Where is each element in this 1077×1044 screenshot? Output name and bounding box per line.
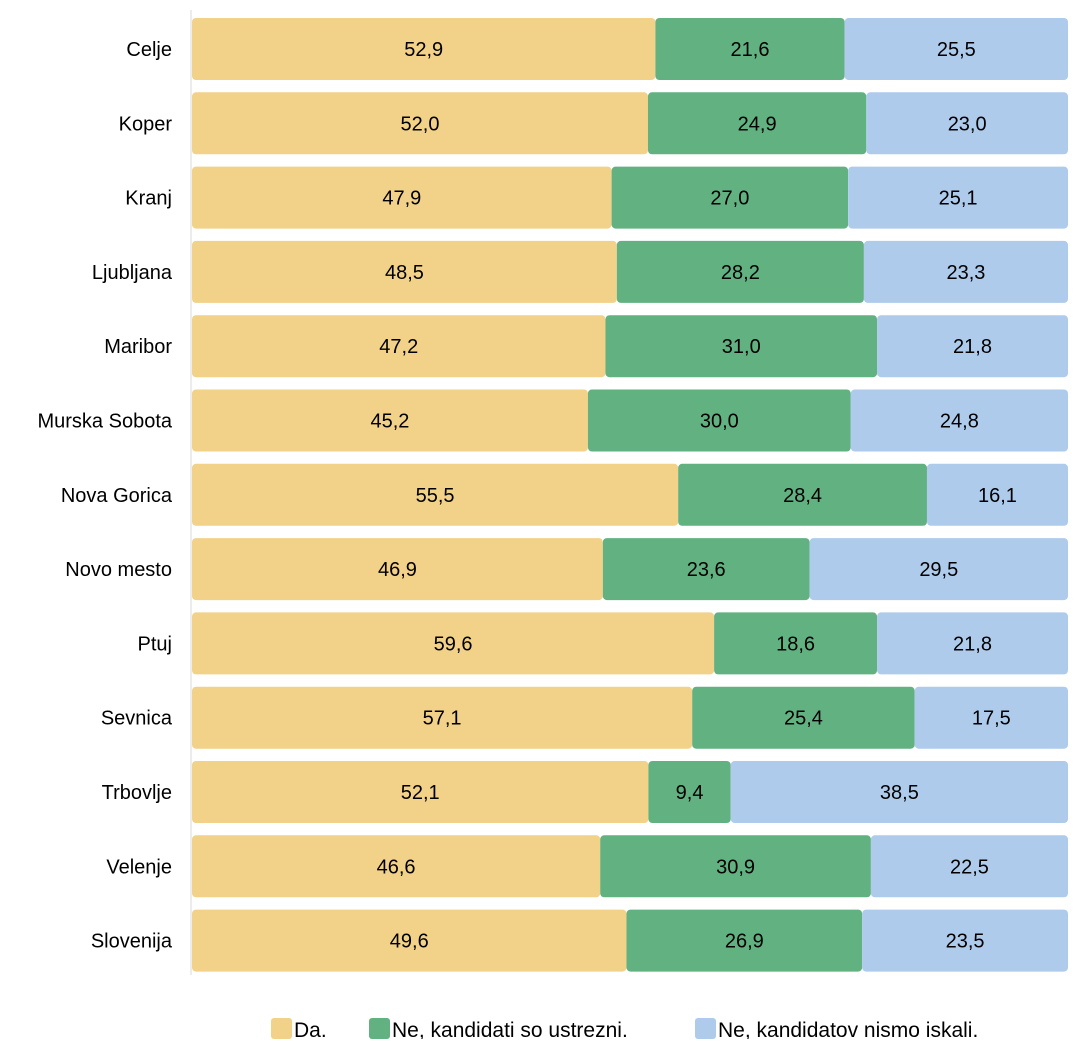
category-label: Ptuj <box>138 633 172 655</box>
bar-segment <box>866 92 1068 155</box>
data-label: 24,9 <box>738 113 777 135</box>
category-label: Nova Gorica <box>61 485 173 507</box>
bar-segment <box>863 240 1068 303</box>
data-label: 23,3 <box>946 262 985 284</box>
data-label: 47,9 <box>382 188 421 210</box>
bar-segment <box>192 240 617 303</box>
data-label: 25,5 <box>937 39 976 61</box>
bar-segment <box>692 686 915 749</box>
bar-segment <box>611 166 849 229</box>
bar-segment <box>192 686 693 749</box>
bar-segment <box>926 463 1068 526</box>
data-label: 22,5 <box>950 856 989 878</box>
legend-swatch <box>695 1018 716 1039</box>
data-label: 27,0 <box>710 188 749 210</box>
data-label: 30,9 <box>716 856 755 878</box>
data-label: 23,5 <box>946 931 985 953</box>
bar-segment <box>192 92 648 155</box>
legend-label: Ne, kandidati so ustrezni. <box>392 1019 628 1039</box>
bar-segment <box>850 389 1068 452</box>
bar-segment <box>192 612 715 675</box>
bar-segment <box>587 389 851 452</box>
bar-segment <box>605 315 878 378</box>
data-label: 17,5 <box>972 708 1011 730</box>
bar-segment <box>844 18 1068 80</box>
bar-segment <box>678 463 927 526</box>
bar-segment <box>870 835 1068 898</box>
data-label: 21,8 <box>953 336 992 358</box>
bar-segment <box>192 389 588 452</box>
bar-segment <box>877 315 1068 378</box>
bar-segment <box>648 761 731 823</box>
bar-segment <box>192 761 649 823</box>
category-label: Velenje <box>106 856 172 878</box>
data-label: 21,6 <box>731 39 770 61</box>
data-label: 9,4 <box>676 782 704 804</box>
category-label: Kranj <box>125 188 172 210</box>
data-label: 18,6 <box>776 633 815 655</box>
bar-segment <box>192 538 603 601</box>
data-label: 28,4 <box>783 485 822 507</box>
bar-segment <box>655 18 845 80</box>
bar-segment <box>862 909 1068 972</box>
data-label: 23,0 <box>948 113 987 135</box>
data-label: 48,5 <box>385 262 424 284</box>
category-label: Koper <box>119 113 173 135</box>
bar-segment <box>616 240 864 303</box>
bar-segment <box>877 612 1068 675</box>
data-label: 45,2 <box>371 411 410 433</box>
category-label: Trbovlje <box>102 782 172 804</box>
data-label: 46,6 <box>377 856 416 878</box>
category-label: Maribor <box>104 336 172 358</box>
category-label: Slovenija <box>91 931 173 953</box>
bar-segment <box>600 835 871 898</box>
data-label: 52,1 <box>401 782 440 804</box>
data-label: 46,9 <box>378 559 417 581</box>
legend-swatch <box>271 1018 292 1039</box>
bar-segment <box>626 909 863 972</box>
bar-segment <box>730 761 1068 823</box>
data-label: 25,1 <box>939 188 978 210</box>
data-label: 29,5 <box>919 559 958 581</box>
data-label: 49,6 <box>390 931 429 953</box>
category-label: Novo mesto <box>65 559 172 581</box>
data-label: 23,6 <box>687 559 726 581</box>
bar-segment <box>602 538 810 601</box>
bar-segment <box>192 315 606 378</box>
data-label: 24,8 <box>940 411 979 433</box>
bar-segment <box>192 463 679 526</box>
legend-label: Da. <box>294 1019 327 1039</box>
data-label: 28,2 <box>721 262 760 284</box>
bar-segment <box>809 538 1068 601</box>
bar-segment <box>192 835 601 898</box>
data-label: 30,0 <box>700 411 739 433</box>
legend-label: Ne, kandidatov nismo iskali. <box>718 1019 978 1039</box>
data-label: 59,6 <box>434 633 473 655</box>
data-label: 16,1 <box>978 485 1017 507</box>
data-label: 57,1 <box>423 708 462 730</box>
legend-swatch <box>369 1018 390 1039</box>
data-label: 21,8 <box>953 633 992 655</box>
data-label: 55,5 <box>416 485 455 507</box>
category-label: Sevnica <box>101 708 173 730</box>
bar-segment <box>192 166 612 229</box>
bar-segment <box>914 686 1068 749</box>
bar-segment <box>848 166 1068 229</box>
category-label: Murska Sobota <box>37 411 172 433</box>
data-label: 31,0 <box>722 336 761 358</box>
data-label: 52,9 <box>404 39 443 61</box>
bar-segment <box>192 18 656 80</box>
data-label: 38,5 <box>880 782 919 804</box>
data-label: 26,9 <box>725 931 764 953</box>
bar-segment <box>647 92 867 155</box>
bar-segment <box>192 909 627 972</box>
category-label: Ljubljana <box>92 262 173 284</box>
data-label: 52,0 <box>401 113 440 135</box>
category-label: Celje <box>126 39 172 61</box>
bar-segment <box>714 612 878 675</box>
data-label: 47,2 <box>379 336 418 358</box>
data-label: 25,4 <box>784 708 823 730</box>
